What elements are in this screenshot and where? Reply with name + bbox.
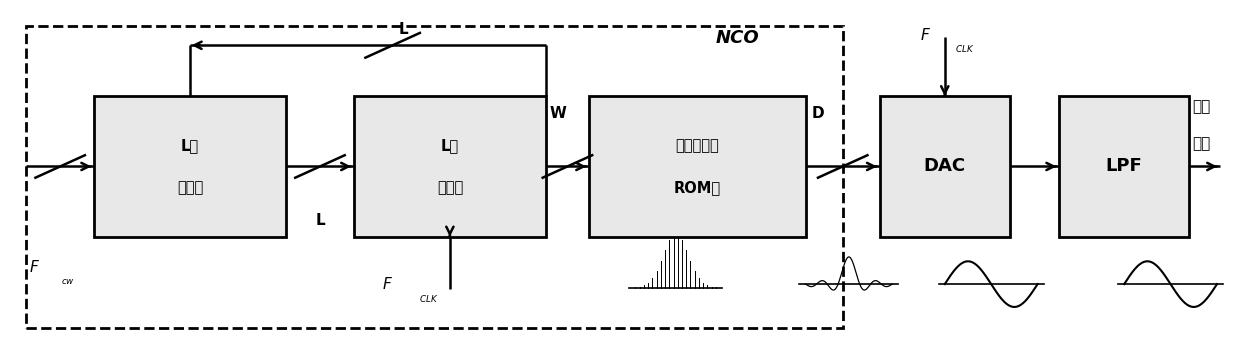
Text: L: L [399,22,408,37]
Text: NCO: NCO [715,29,759,47]
Text: L: L [315,213,325,228]
Text: $F$: $F$ [29,258,40,275]
Bar [880,96,1009,237]
Text: D: D [812,106,825,121]
Text: 寄存器: 寄存器 [436,180,463,195]
Bar [353,96,546,237]
Text: 累加器: 累加器 [177,180,203,195]
Bar [1059,96,1189,237]
Text: DAC: DAC [924,158,966,176]
Text: 输出: 输出 [1193,99,1210,114]
Text: 波形: 波形 [1193,136,1210,151]
Text: L位: L位 [440,138,459,153]
Text: ROM表: ROM表 [673,180,720,195]
Text: 正弦值存储: 正弦值存储 [676,138,719,153]
Text: $F$: $F$ [920,27,931,43]
Text: LPF: LPF [1106,158,1142,176]
Bar [26,26,843,328]
Bar [589,96,806,237]
Text: $_{CLK}$: $_{CLK}$ [419,292,439,305]
Text: L位: L位 [181,138,200,153]
Bar [94,96,286,237]
Text: $F$: $F$ [382,276,393,292]
Text: W: W [549,106,567,121]
Text: $_{CLK}$: $_{CLK}$ [955,42,975,55]
Text: $_{cw}$: $_{cw}$ [61,274,74,287]
